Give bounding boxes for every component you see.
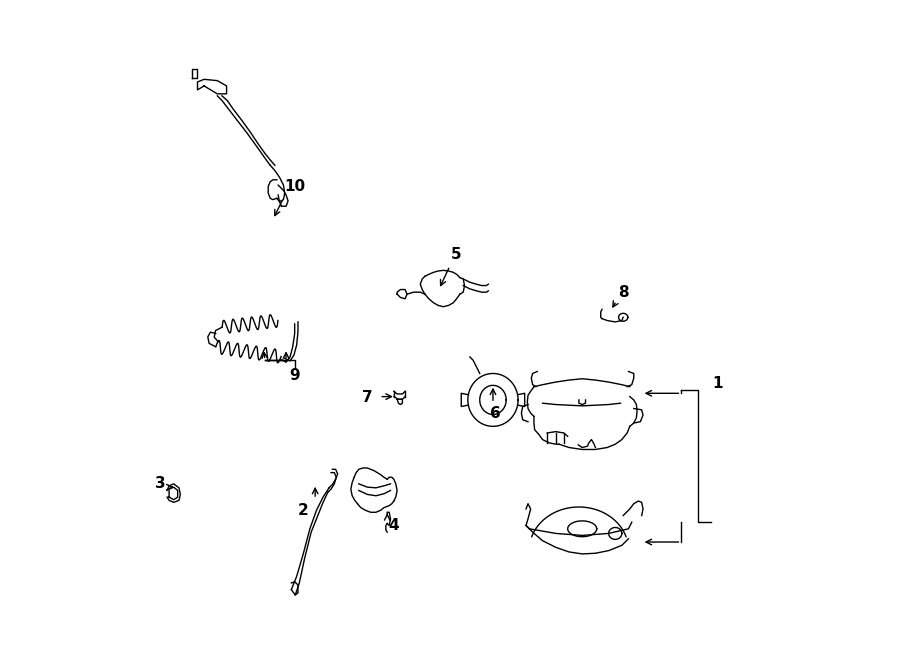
Text: 6: 6: [490, 406, 500, 420]
Text: 8: 8: [618, 285, 628, 299]
Text: 7: 7: [362, 391, 373, 405]
Text: 10: 10: [284, 179, 305, 194]
Text: 5: 5: [451, 247, 462, 262]
Text: 2: 2: [298, 503, 309, 518]
Text: 1: 1: [713, 376, 723, 391]
Text: 3: 3: [155, 477, 166, 491]
Text: 4: 4: [389, 518, 399, 533]
Text: 9: 9: [290, 368, 300, 383]
